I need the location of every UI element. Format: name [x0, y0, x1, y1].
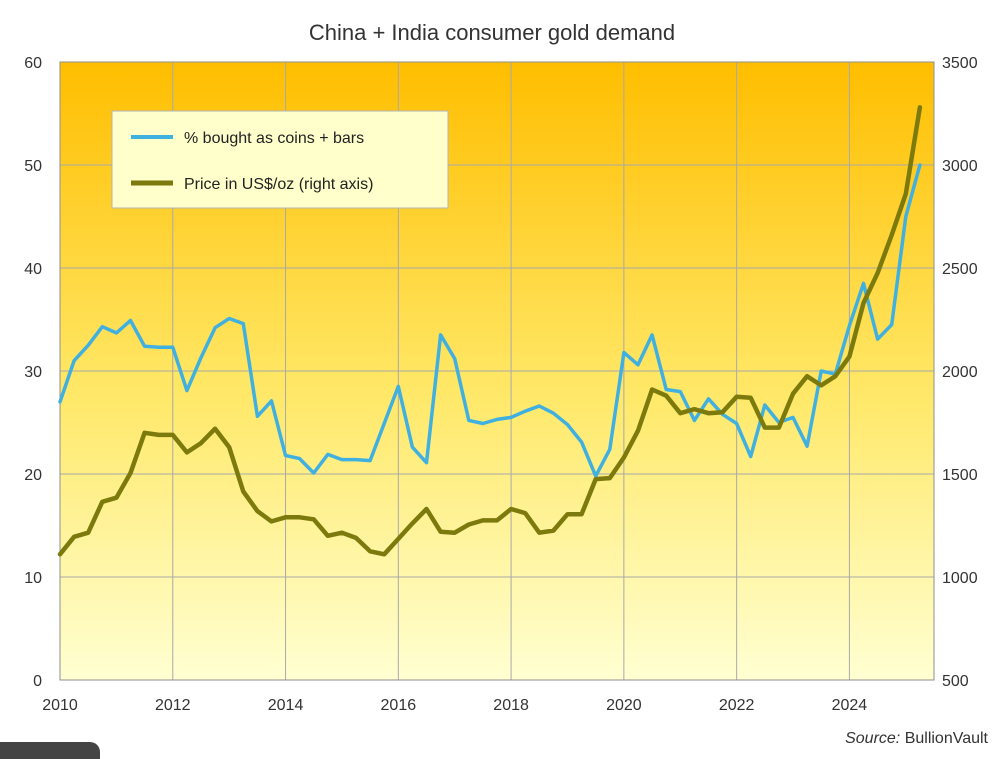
y-right-tick-label: 1000 — [942, 570, 978, 587]
source-name: BullionVault — [904, 730, 988, 747]
x-tick-label: 2024 — [832, 697, 868, 714]
series-line-price — [57, 105, 923, 557]
y-left-tick-label: 60 — [24, 55, 42, 72]
chart-title: China + India consumer gold demand — [309, 20, 675, 45]
series-group — [57, 105, 923, 557]
series-line-coins-bars — [58, 163, 922, 478]
x-tick-label: 2018 — [493, 697, 529, 714]
x-tick-label: 2016 — [381, 697, 417, 714]
y-right-tick-label: 3500 — [942, 55, 978, 72]
y-right-tick-label: 2500 — [942, 261, 978, 278]
x-tick-label: 2022 — [719, 697, 755, 714]
x-tick-label: 2014 — [268, 697, 304, 714]
y-left-tick-label: 10 — [24, 570, 42, 587]
source-label: Source: — [845, 730, 901, 747]
plot-frame — [59, 61, 935, 681]
x-tick-label: 2012 — [155, 697, 191, 714]
y-right-tick-label: 500 — [942, 673, 969, 690]
legend-label-price: Price in US$/oz (right axis) — [184, 176, 373, 193]
y-left-tick-label: 40 — [24, 261, 42, 278]
y-left-tick-label: 0 — [33, 673, 42, 690]
y-right-tick-label: 2000 — [942, 364, 978, 381]
x-tick-label: 2020 — [606, 697, 642, 714]
x-tick-label: 2010 — [42, 697, 78, 714]
corner-tab — [0, 742, 100, 759]
legend-box — [111, 110, 449, 209]
y-right-tick-label: 3000 — [942, 158, 978, 175]
source-credit: Source: BullionVault — [845, 730, 988, 748]
y-right-tick-label: 1500 — [942, 467, 978, 484]
y-left-tick-label: 50 — [24, 158, 42, 175]
y-left-tick-label: 30 — [24, 364, 42, 381]
legend: % bought as coins + bars Price in US$/oz… — [111, 110, 449, 209]
legend-label-coins-bars: % bought as coins + bars — [184, 130, 364, 147]
axes: 0 500 10 1000 20 1500 30 2000 40 2500 50 3000 60 3500… — [24, 55, 977, 714]
y-left-tick-label: 20 — [24, 467, 42, 484]
